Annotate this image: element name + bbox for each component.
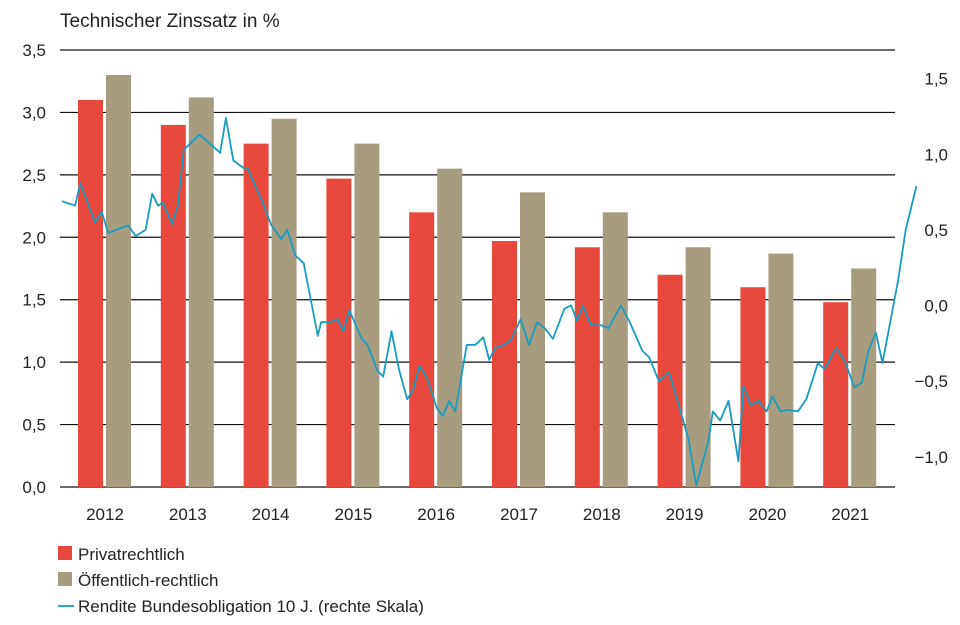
x-axis-tick-label: 2012 <box>86 505 124 524</box>
bar-oeffentlich-rechtlich <box>188 97 214 488</box>
bar-privatrechtlich <box>243 143 269 487</box>
chart-title: Technischer Zinssatz in % <box>60 11 280 32</box>
legend-label-bond-yield: Rendite Bundesobligation 10 J. (rechte S… <box>78 597 424 616</box>
left-axis-tick-label: 0,0 <box>22 478 46 497</box>
x-axis-tick-label: 2014 <box>252 505 290 524</box>
bar-privatrechtlich <box>492 241 517 487</box>
legend-label-oeffentlich: Öffentlich-rechtlich <box>78 571 218 590</box>
bar-oeffentlich-rechtlich <box>106 74 131 487</box>
bar-privatrechtlich <box>409 212 435 488</box>
x-axis-tick-label: 2017 <box>500 505 538 524</box>
right-axis-tick-label: −0,5 <box>914 372 948 391</box>
right-axis-tick-label: 0,0 <box>924 297 948 316</box>
x-axis-tick-label: 2020 <box>748 505 786 524</box>
left-axis-tick-label: 1,5 <box>22 291 46 310</box>
x-axis-tick-label: 2018 <box>583 505 621 524</box>
series-line-bond-yield <box>61 117 918 487</box>
bar-oeffentlich-rechtlich <box>271 118 297 488</box>
bars <box>78 74 877 488</box>
bar-privatrechtlich <box>160 124 186 488</box>
left-axis-tick-label: 3,0 <box>22 103 46 122</box>
bar-privatrechtlich <box>574 247 600 487</box>
bar-oeffentlich-rechtlich <box>768 253 794 487</box>
right-axis-ticks: −1,0 −0,5 0,0 0,5 1,0 1,5 <box>914 70 948 467</box>
right-axis-tick-label: −1,0 <box>914 448 948 467</box>
x-axis-ticks: 2012 2013 2014 2015 2016 2017 2018 2019 2020 2021 <box>86 505 869 524</box>
bar-oeffentlich-rechtlich <box>437 168 463 487</box>
x-axis-tick-label: 2013 <box>169 505 207 524</box>
bar-privatrechtlich <box>823 302 849 487</box>
left-axis-tick-label: 2,0 <box>22 228 46 247</box>
right-axis-tick-label: 1,0 <box>924 145 948 164</box>
x-axis-tick-label: 2016 <box>417 505 455 524</box>
left-axis-tick-label: 0,5 <box>22 416 46 435</box>
right-axis-tick-label: 0,5 <box>924 221 948 240</box>
bar-oeffentlich-rechtlich <box>520 192 545 487</box>
left-axis-ticks: 0,0 0,5 1,0 1,5 2,0 2,5 3,0 3,5 <box>22 41 46 497</box>
left-axis-tick-label: 1,0 <box>22 353 46 372</box>
legend-label-privatrechtlich: Privatrechtlich <box>78 545 185 564</box>
legend: Privatrechtlich Öffentlich-rechtlich Ren… <box>58 545 424 616</box>
x-axis-tick-label: 2019 <box>666 505 704 524</box>
bar-oeffentlich-rechtlich <box>685 247 711 487</box>
bar-oeffentlich-rechtlich <box>602 212 628 488</box>
legend-swatch-privatrechtlich <box>58 546 72 560</box>
bar-privatrechtlich <box>657 274 683 487</box>
x-axis-tick-label: 2021 <box>831 505 869 524</box>
left-axis-tick-label: 3,5 <box>22 41 46 60</box>
legend-swatch-oeffentlich <box>58 572 72 586</box>
x-axis-tick-label: 2015 <box>334 505 372 524</box>
right-axis-tick-label: 1,5 <box>924 70 948 89</box>
bar-privatrechtlich <box>78 99 103 487</box>
bar-oeffentlich-rechtlich <box>354 143 380 487</box>
left-axis-tick-label: 2,5 <box>22 166 46 185</box>
bar-privatrechtlich <box>326 178 352 488</box>
